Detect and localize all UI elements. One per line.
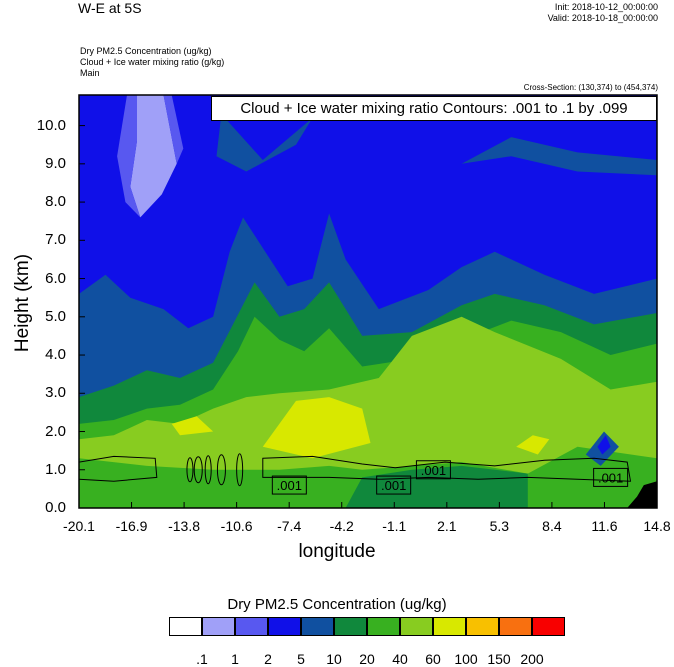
colorbar-swatch bbox=[235, 617, 268, 636]
svg-text:.001: .001 bbox=[381, 478, 406, 493]
y-axis-label: Height (km) bbox=[12, 253, 33, 353]
colorbar-label: 150 bbox=[487, 651, 511, 667]
plot-area: .001 .001 .001 .001 bbox=[79, 95, 657, 508]
svg-text:.001: .001 bbox=[277, 478, 302, 493]
colorbar-swatch bbox=[400, 617, 433, 636]
field-main: Main bbox=[80, 68, 100, 78]
colorbar-swatch bbox=[202, 617, 235, 636]
y-tick-label: 6.0 bbox=[45, 269, 66, 287]
colorbar-swatch bbox=[367, 617, 400, 636]
x-tick-label: 2.1 bbox=[437, 518, 457, 534]
colorbar-label: 10 bbox=[326, 651, 342, 667]
field-list: Dry PM2.5 Concentration (ug/kg) Cloud + … bbox=[80, 46, 224, 79]
y-tick-label: 2.0 bbox=[45, 422, 66, 440]
y-tick-label: 4.0 bbox=[45, 346, 66, 364]
contour-label-3: .001 bbox=[593, 467, 629, 487]
colorbar-swatch bbox=[169, 617, 202, 636]
colorbar-label: 100 bbox=[454, 651, 478, 667]
colorbar-label: 40 bbox=[392, 651, 408, 667]
colorbar-swatch bbox=[499, 617, 532, 636]
x-tick-label: -4.2 bbox=[329, 518, 354, 534]
colorbar-swatch bbox=[334, 617, 367, 636]
contour-title: Cloud + Ice water mixing ratio Contours:… bbox=[211, 96, 657, 121]
init-time: Init: 2018-10-12_00:00:00 bbox=[554, 2, 658, 12]
colorbar-label: 20 bbox=[359, 651, 375, 667]
colorbar-title: Dry PM2.5 Concentration (ug/kg) bbox=[227, 596, 447, 613]
y-tick-label: 7.0 bbox=[45, 231, 66, 249]
svg-text:.001: .001 bbox=[421, 463, 446, 478]
y-tick-label: 10.0 bbox=[36, 116, 66, 134]
y-tick-label: 9.0 bbox=[45, 154, 66, 172]
valid-time: Valid: 2018-10-18_00:00:00 bbox=[547, 13, 658, 23]
contour-label-1: .001 bbox=[376, 475, 412, 495]
colorbar-label: 5 bbox=[297, 651, 305, 667]
x-tick-label: 11.6 bbox=[591, 518, 618, 534]
x-tick-label: 14.8 bbox=[643, 518, 671, 534]
time-info: Init: 2018-10-12_00:00:00 Valid: 2018-10… bbox=[548, 2, 658, 24]
x-tick-label: -20.1 bbox=[63, 518, 95, 534]
chart-title: W-E at 5S bbox=[78, 0, 142, 16]
x-tick-label: -13.8 bbox=[168, 518, 201, 534]
colorbar-swatch bbox=[301, 617, 334, 636]
x-tick-label: 5.3 bbox=[489, 518, 510, 534]
colorbar-label: .1 bbox=[196, 651, 208, 667]
y-tick-label: 8.0 bbox=[45, 193, 66, 211]
colorbar-swatch bbox=[433, 617, 466, 636]
x-tick-label: 8.4 bbox=[542, 518, 562, 534]
colorbar-swatch bbox=[532, 617, 565, 636]
y-tick-label: 1.0 bbox=[45, 460, 66, 478]
field-cloud-ice: Cloud + Ice water mixing ratio (g/kg) bbox=[80, 57, 225, 67]
colorbar-label: 60 bbox=[425, 651, 441, 667]
x-axis-label: longitude bbox=[298, 541, 376, 562]
contour-label-0: .001 bbox=[271, 475, 307, 495]
colorbar-label: 1 bbox=[231, 651, 239, 667]
x-tick-label: -1.1 bbox=[382, 518, 407, 534]
x-tick-label: -7.4 bbox=[277, 518, 302, 534]
y-tick-label: 5.0 bbox=[45, 307, 66, 325]
cross-section-label: Cross-Section: (130,374) to (454,374) bbox=[523, 83, 658, 92]
colorbar-label: 2 bbox=[264, 651, 272, 667]
colorbar-swatch bbox=[268, 617, 301, 636]
y-tick-label: 3.0 bbox=[45, 384, 66, 402]
field-pm25: Dry PM2.5 Concentration (ug/kg) bbox=[80, 46, 212, 56]
colorbar-swatch bbox=[466, 617, 499, 636]
y-tick-label: 0.0 bbox=[45, 499, 66, 516]
x-tick-label: -16.9 bbox=[115, 518, 148, 534]
heatmap-svg: .001 .001 .001 .001 bbox=[79, 95, 657, 508]
svg-text:.001: .001 bbox=[598, 470, 623, 485]
contour-label-2: .001 bbox=[415, 460, 451, 480]
colorbar-label: 200 bbox=[520, 651, 544, 667]
x-tick-label: -10.6 bbox=[220, 518, 253, 534]
